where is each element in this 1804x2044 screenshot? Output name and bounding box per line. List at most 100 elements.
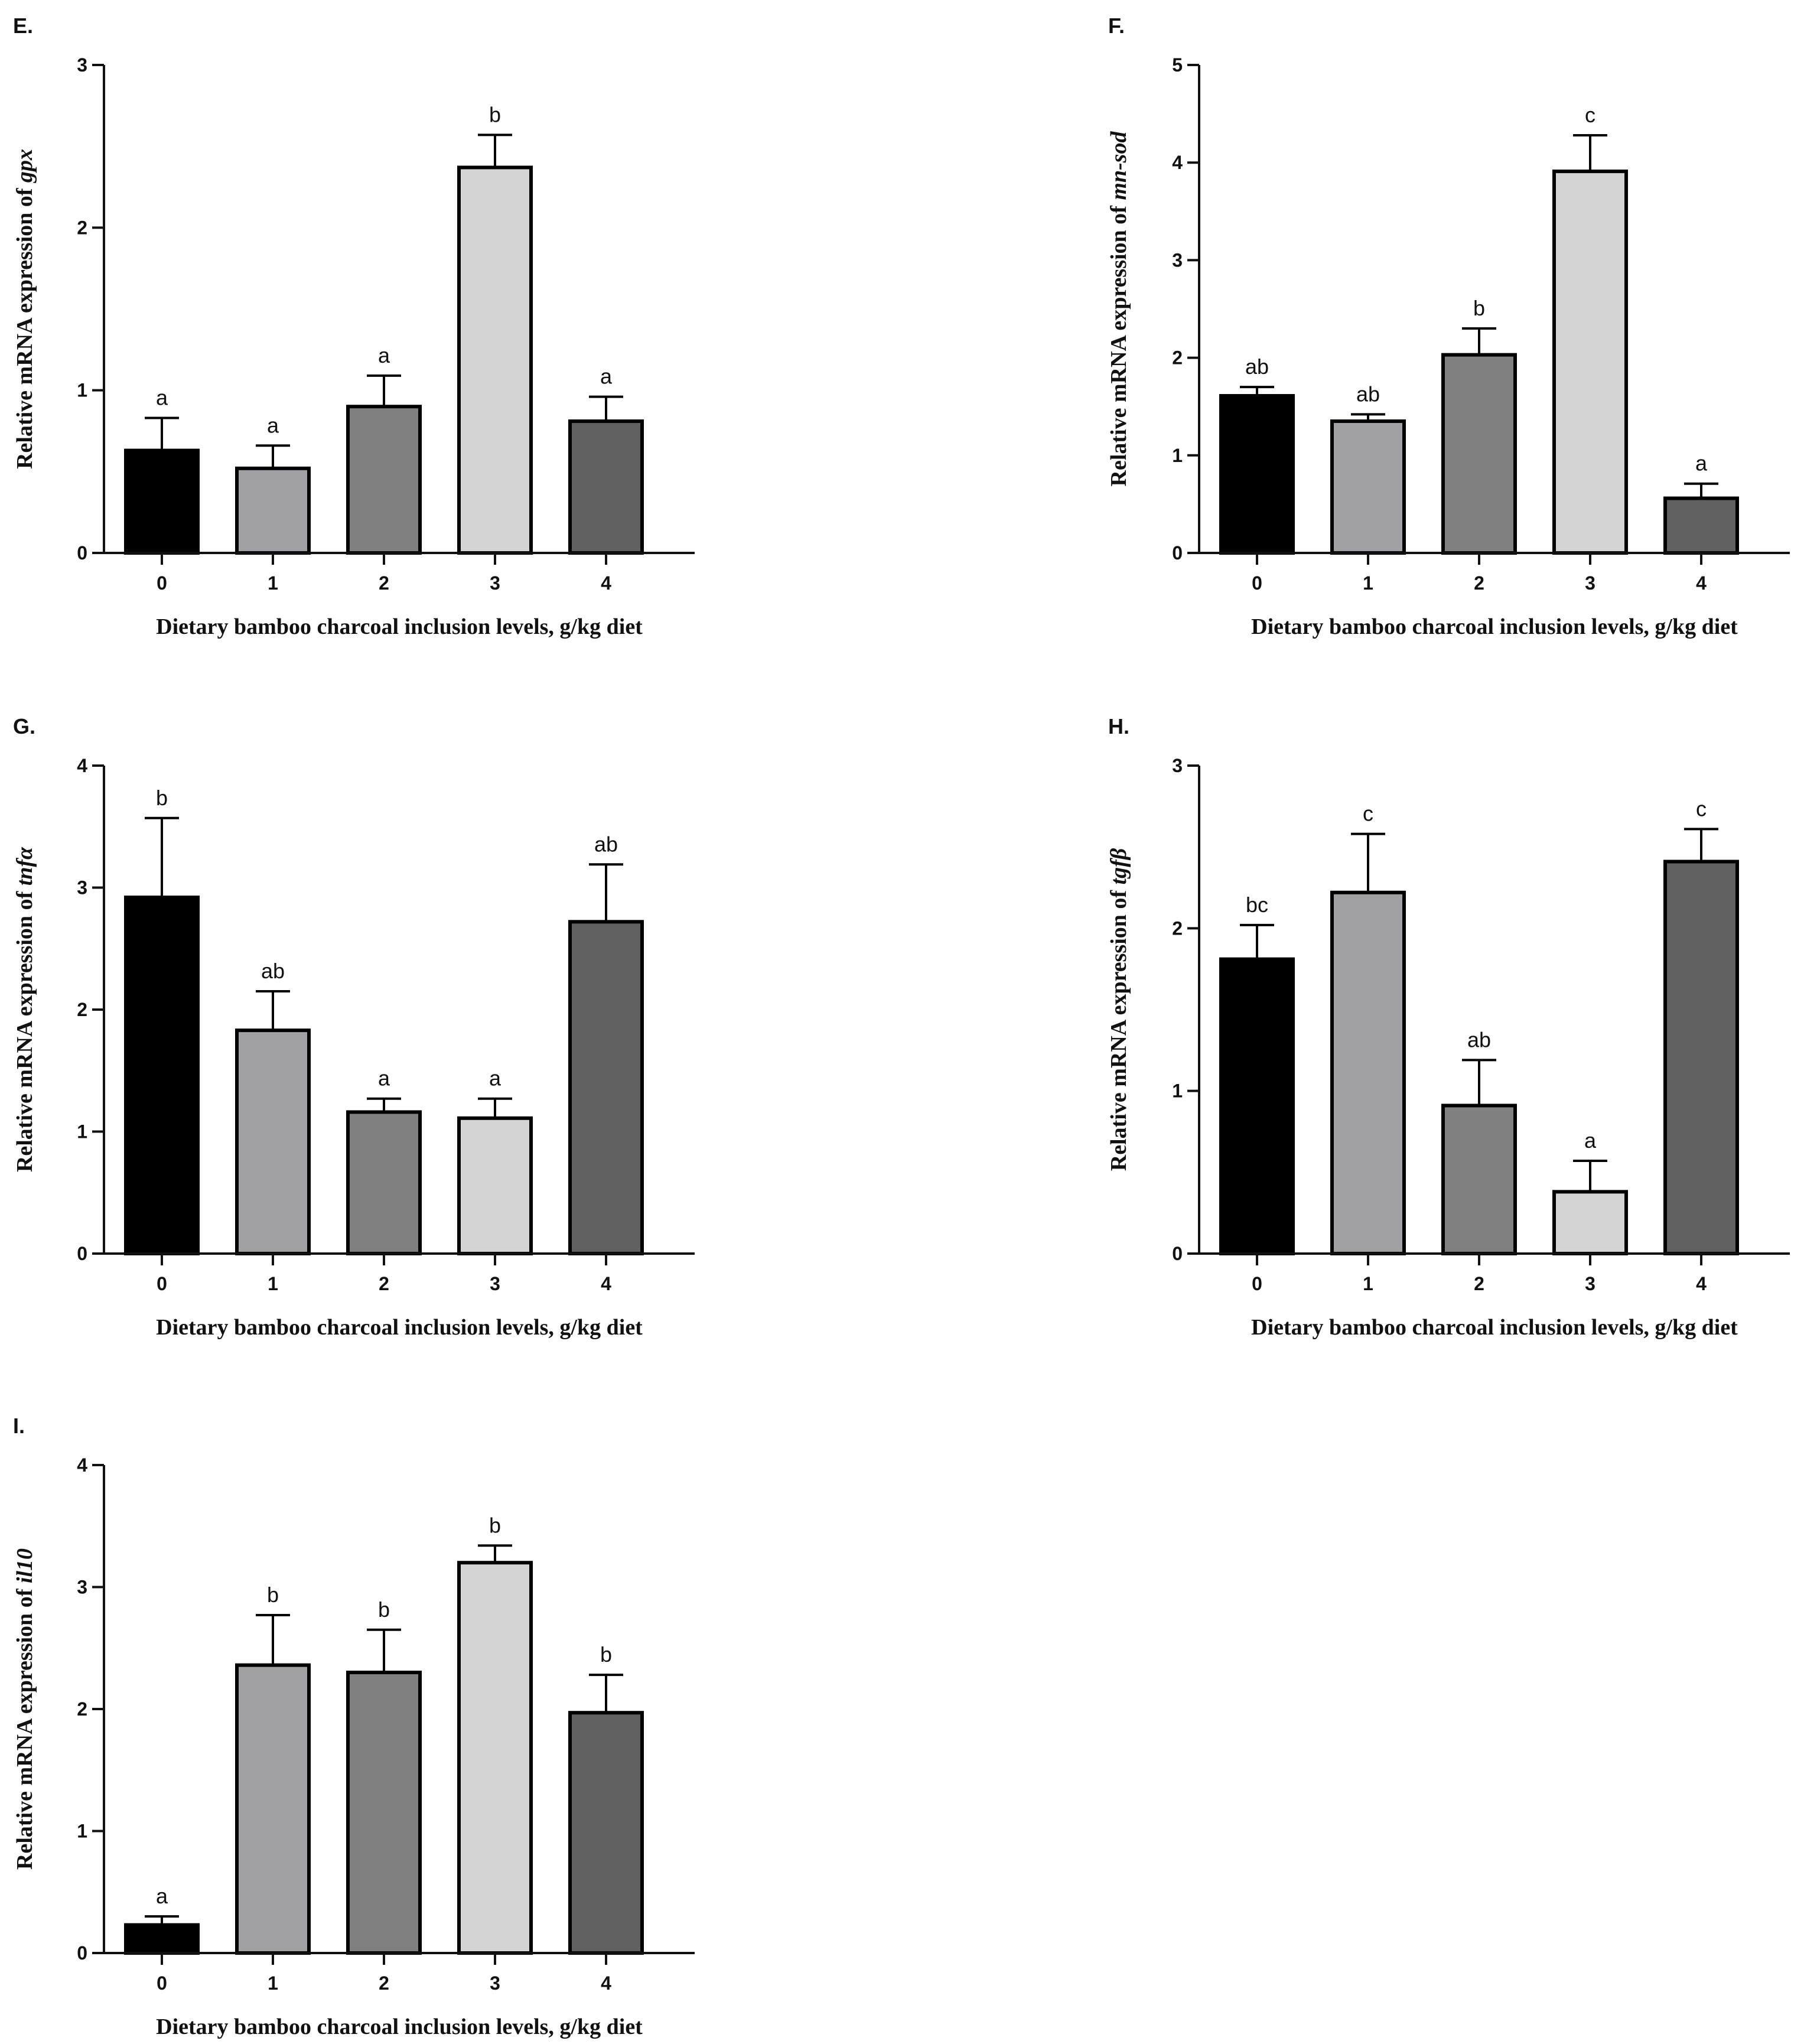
significance-label: a: [1695, 451, 1708, 476]
significance-label: a: [156, 1884, 168, 1908]
panel-letter: F.: [1108, 14, 1125, 38]
x-tick-label: 2: [379, 1973, 389, 1994]
bar: [124, 1923, 200, 1955]
x-axis-title: Dietary bamboo charcoal inclusion levels…: [156, 1315, 643, 1340]
bar: [1441, 1104, 1517, 1255]
y-axis-title-gene: il10: [12, 1548, 37, 1583]
y-tick-label: 1: [1172, 1080, 1183, 1102]
chart-panel: I. a b b b b 0 1 2 3 4 0 1 2 3 4 Dietary bamboo charcoal…: [12, 1414, 695, 2039]
panel-letter: E.: [13, 14, 33, 38]
bar: [1552, 1190, 1628, 1255]
bar: [124, 448, 200, 555]
x-tick-label: 4: [1696, 1273, 1707, 1294]
y-tick-label: 3: [1172, 755, 1183, 776]
y-axis-title: Relative mRNA expression of tnfα: [12, 847, 37, 1172]
bar: [568, 920, 644, 1255]
significance-label: ab: [1467, 1027, 1491, 1052]
x-tick-label: 2: [379, 572, 389, 594]
y-tick-label: 4: [77, 1454, 87, 1476]
significance-label: b: [489, 1513, 501, 1537]
bar: [1663, 860, 1739, 1255]
significance-label: bc: [1246, 893, 1268, 917]
bar: [457, 1561, 533, 1955]
y-tick-label: 3: [77, 1577, 87, 1598]
y-tick-label: 2: [77, 1698, 87, 1720]
y-axis-title-prefix: Relative mRNA expression of: [12, 886, 37, 1172]
bar: [568, 1711, 644, 1955]
significance-label: a: [156, 385, 168, 409]
y-axis-title: Relative mRNA expression of gpx: [12, 149, 37, 469]
significance-label: b: [489, 102, 501, 126]
x-tick-label: 3: [1585, 1273, 1595, 1294]
significance-label: c: [1363, 802, 1373, 826]
bar: [457, 1116, 533, 1256]
x-tick-label: 1: [1363, 572, 1373, 594]
y-tick-label: 0: [1172, 1243, 1183, 1264]
x-tick-label: 0: [1252, 1273, 1262, 1294]
significance-label: b: [600, 1642, 612, 1667]
bar: [1330, 419, 1406, 555]
y-tick-label: 1: [1172, 445, 1183, 466]
bar: [1219, 394, 1295, 555]
y-tick-label: 2: [77, 999, 87, 1020]
y-axis-title-gene: mn-sod: [1106, 131, 1131, 200]
y-axis-title-prefix: Relative mRNA expression of: [1106, 884, 1131, 1171]
x-tick-label: 1: [268, 1973, 278, 1994]
significance-label: b: [267, 1583, 279, 1607]
significance-label: a: [1584, 1128, 1597, 1153]
significance-label: c: [1696, 796, 1707, 821]
significance-label: a: [378, 343, 390, 367]
y-tick-label: 3: [77, 877, 87, 899]
bar: [1219, 957, 1295, 1255]
panel-letter: I.: [13, 1414, 25, 1438]
x-axis-title: Dietary bamboo charcoal inclusion levels…: [1251, 1315, 1738, 1340]
bar: [235, 466, 311, 555]
significance-label: b: [1473, 296, 1485, 320]
significance-label: ab: [1245, 354, 1269, 379]
x-axis-title: Dietary bamboo charcoal inclusion levels…: [156, 614, 643, 639]
x-tick-label: 4: [601, 1973, 611, 1994]
y-tick-label: 4: [1172, 152, 1183, 173]
bar: [124, 896, 200, 1255]
bar: [235, 1028, 311, 1255]
x-tick-label: 3: [490, 572, 500, 594]
x-tick-label: 3: [490, 1973, 500, 1994]
chart-panel: E. a a a b a 0 1 2 3 0 1 2 3 4 Dietary bamboo charcoal …: [12, 14, 695, 639]
x-axis-title: Dietary bamboo charcoal inclusion levels…: [1251, 614, 1738, 639]
y-axis-title: Relative mRNA expression of il10: [12, 1548, 37, 1870]
y-axis-title: Relative mRNA expression of mn-sod: [1106, 131, 1131, 487]
y-tick-label: 1: [77, 380, 87, 401]
x-tick-label: 0: [157, 572, 167, 594]
y-tick-label: 2: [1172, 917, 1183, 939]
y-axis-title-gene: tgfβ: [1106, 848, 1131, 884]
bar: [346, 405, 422, 555]
x-tick-label: 3: [1585, 572, 1595, 594]
x-axis-title: Dietary bamboo charcoal inclusion levels…: [156, 2014, 643, 2039]
y-axis-title-prefix: Relative mRNA expression of: [1106, 200, 1131, 487]
bar: [457, 165, 533, 555]
y-tick-label: 0: [77, 542, 87, 564]
x-tick-label: 3: [490, 1273, 500, 1294]
significance-label: b: [156, 786, 168, 810]
y-tick-label: 0: [1172, 542, 1183, 564]
bar: [346, 1110, 422, 1255]
y-tick-label: 3: [1172, 249, 1183, 271]
significance-label: b: [378, 1597, 390, 1622]
bar: [346, 1671, 422, 1955]
y-axis-title-prefix: Relative mRNA expression of: [12, 1583, 37, 1870]
significance-label: ab: [1356, 382, 1380, 406]
y-tick-label: 2: [1172, 347, 1183, 369]
chart-panel: H. bc c ab a c 0 1 2 3 0 1 2 3 4 Dietary bamboo charcoa…: [1106, 714, 1790, 1340]
bar: [568, 419, 644, 555]
x-tick-label: 2: [379, 1273, 389, 1294]
x-tick-label: 1: [1363, 1273, 1373, 1294]
y-tick-label: 0: [77, 1942, 87, 1964]
panel-letter: H.: [1108, 714, 1129, 738]
significance-label: ab: [594, 832, 618, 856]
x-tick-label: 0: [157, 1973, 167, 1994]
y-tick-label: 5: [1172, 54, 1183, 76]
significance-label: ab: [261, 959, 285, 983]
x-tick-label: 4: [1696, 572, 1707, 594]
y-axis-title-gene: gpx: [12, 149, 37, 183]
y-axis-title-prefix: Relative mRNA expression of: [12, 183, 37, 469]
